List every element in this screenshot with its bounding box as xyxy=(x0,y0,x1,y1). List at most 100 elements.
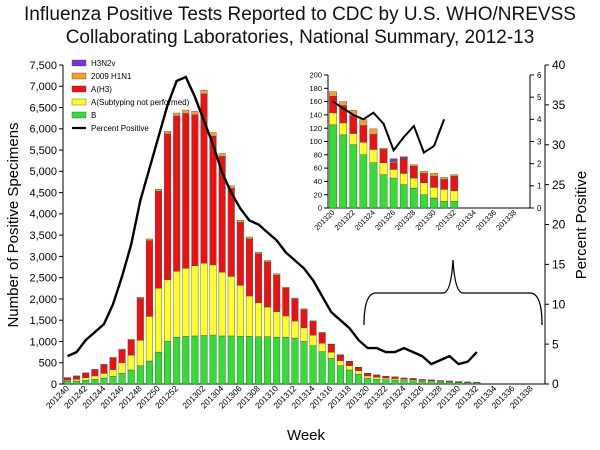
main-bar-segment xyxy=(73,380,81,385)
main-bar-segment xyxy=(173,271,181,338)
main-bar-segment xyxy=(282,337,290,385)
legend-label: A(Subtyping not performed) xyxy=(91,98,190,107)
main-bar-segment xyxy=(291,297,299,300)
inset-y-tick-label: 200 xyxy=(309,71,322,80)
main-bar-segment xyxy=(164,133,172,280)
inset-y-tick-label: 140 xyxy=(309,111,322,120)
inset-x-tick-label: 201326 xyxy=(373,208,397,232)
main-bar-segment xyxy=(373,379,381,385)
main-bar-segment xyxy=(82,380,90,385)
main-bar-segment xyxy=(164,131,172,135)
inset-y2-tick-label: 1 xyxy=(537,182,542,191)
inset-y-tick-label: 100 xyxy=(309,137,322,146)
main-bar-segment xyxy=(118,348,126,351)
legend-swatch xyxy=(71,85,87,93)
main-bar-segment xyxy=(264,260,272,263)
inset-bar-segment xyxy=(450,201,459,209)
main-bar-segment xyxy=(191,111,199,115)
main-bar-segment xyxy=(73,375,81,380)
main-bar-segment xyxy=(336,365,344,385)
main-bar-segment xyxy=(91,379,99,385)
inset-bar-segment xyxy=(349,115,358,134)
inset-y-tick-label: 60 xyxy=(314,164,322,173)
main-bar-segment xyxy=(118,362,126,374)
main-bar-segment xyxy=(245,336,253,385)
inset-bar-segment xyxy=(339,101,347,106)
main-y-tick-label: 5,500 xyxy=(29,145,57,157)
inset-x-tick-label: 201330 xyxy=(413,208,437,232)
main-y2-tick-label: 20 xyxy=(552,218,566,232)
inset-y2-tick-label: 3 xyxy=(537,137,542,146)
main-bar-segment xyxy=(173,337,181,385)
inset-y-tick-label: 120 xyxy=(309,124,322,133)
main-bar-segment xyxy=(100,364,108,366)
main-bar-segment xyxy=(64,381,72,385)
main-bar-segment xyxy=(236,285,244,337)
main-bar-segment xyxy=(373,374,381,378)
main-bar-segment xyxy=(182,268,190,337)
main-y-tick-label: 4,000 xyxy=(29,209,57,221)
inset-bar-segment xyxy=(339,122,347,136)
main-bar-segment xyxy=(127,369,135,385)
main-y2-tick-label: 15 xyxy=(552,258,566,272)
inset-y2-tick-label: 0 xyxy=(537,204,542,213)
inset-bar-segment xyxy=(420,171,428,174)
inset-bar-segment xyxy=(420,182,428,195)
inset-bar-segment xyxy=(389,158,398,162)
main-bar-segment xyxy=(173,115,181,272)
main-bar-segment xyxy=(200,335,208,385)
main-y-tick-label: 5,000 xyxy=(29,166,57,178)
inset-bar-segment xyxy=(430,175,438,188)
main-bar-segment xyxy=(327,358,335,385)
main-bar-segment xyxy=(327,351,335,359)
inset-bar-segment xyxy=(410,177,418,189)
main-bar-segment xyxy=(446,382,453,385)
main-y2-tick-label: 25 xyxy=(552,178,566,192)
main-y2-tick-label: 40 xyxy=(552,58,566,72)
main-bar-segment xyxy=(309,334,317,346)
inset-bar-segment xyxy=(410,164,418,167)
main-bar-segment xyxy=(273,274,281,312)
main-bar-segment xyxy=(336,354,344,361)
main-bar-segment xyxy=(191,114,199,266)
main-y-tick-label: 0 xyxy=(51,379,57,391)
main-bar-segment xyxy=(409,380,417,385)
y2-axis-title: Percent Positive xyxy=(573,171,590,279)
main-bar-segment xyxy=(291,320,299,339)
inset-y-tick-label: 20 xyxy=(314,190,322,199)
main-bar-segment xyxy=(227,188,235,277)
main-bar-segment xyxy=(64,377,72,381)
main-bar-segment xyxy=(264,306,272,337)
main-bar-segment xyxy=(300,308,308,310)
main-bar-segment xyxy=(164,341,172,385)
main-bar-segment xyxy=(136,298,144,341)
inset-x-tick-label: 201320 xyxy=(312,208,336,232)
inset-y2-tick-label: 6 xyxy=(537,71,542,80)
inset-bar-segment xyxy=(450,175,459,191)
inset-bar-segment xyxy=(389,177,398,209)
inset-y-tick-label: 0 xyxy=(318,204,322,213)
inset-bar-segment xyxy=(369,128,378,135)
main-bar-segment xyxy=(109,369,117,377)
main-bar-segment xyxy=(191,265,199,337)
main-y-tick-label: 500 xyxy=(39,358,57,370)
main-y-tick-label: 3,000 xyxy=(29,251,57,263)
main-bar-segment xyxy=(245,238,253,297)
inset-bar-segment xyxy=(359,141,368,155)
main-bar-segment xyxy=(145,316,153,362)
inset-bar-segment xyxy=(440,201,448,209)
legend-label: A(H3) xyxy=(91,85,112,94)
main-bar-segment xyxy=(155,351,162,385)
legend-label: H3N2v xyxy=(91,59,115,68)
main-bar-segment xyxy=(364,378,372,385)
main-y-tick-label: 2,000 xyxy=(29,294,57,306)
inset-bar-segment xyxy=(379,162,388,175)
main-bar-segment xyxy=(282,288,290,317)
main-bar-segment xyxy=(127,338,135,341)
main-bar-segment xyxy=(218,153,226,157)
main-bar-segment xyxy=(145,360,153,385)
inset-bar-segment xyxy=(379,149,388,163)
main-y2-tick-label: 30 xyxy=(552,138,566,152)
inset-x-tick-label: 201334 xyxy=(454,208,478,232)
inset-y-tick-label: 160 xyxy=(309,97,322,106)
